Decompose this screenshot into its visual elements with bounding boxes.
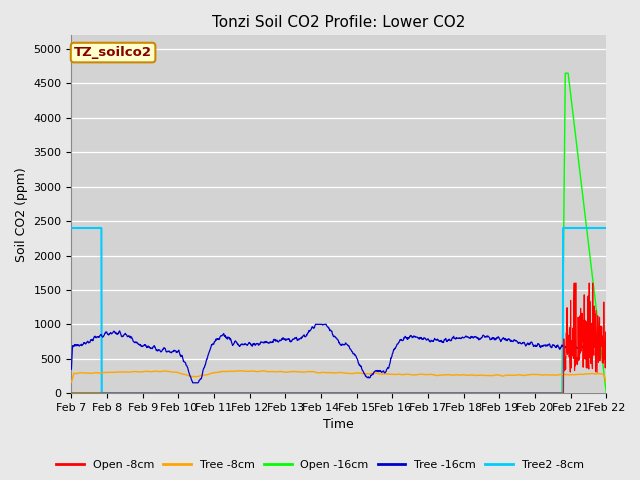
- Legend: Open -8cm, Tree -8cm, Open -16cm, Tree -16cm, Tree2 -8cm: Open -8cm, Tree -8cm, Open -16cm, Tree -…: [52, 456, 588, 474]
- Title: Tonzi Soil CO2 Profile: Lower CO2: Tonzi Soil CO2 Profile: Lower CO2: [212, 15, 465, 30]
- X-axis label: Time: Time: [323, 419, 354, 432]
- Text: TZ_soilco2: TZ_soilco2: [74, 46, 152, 59]
- Y-axis label: Soil CO2 (ppm): Soil CO2 (ppm): [15, 167, 28, 262]
